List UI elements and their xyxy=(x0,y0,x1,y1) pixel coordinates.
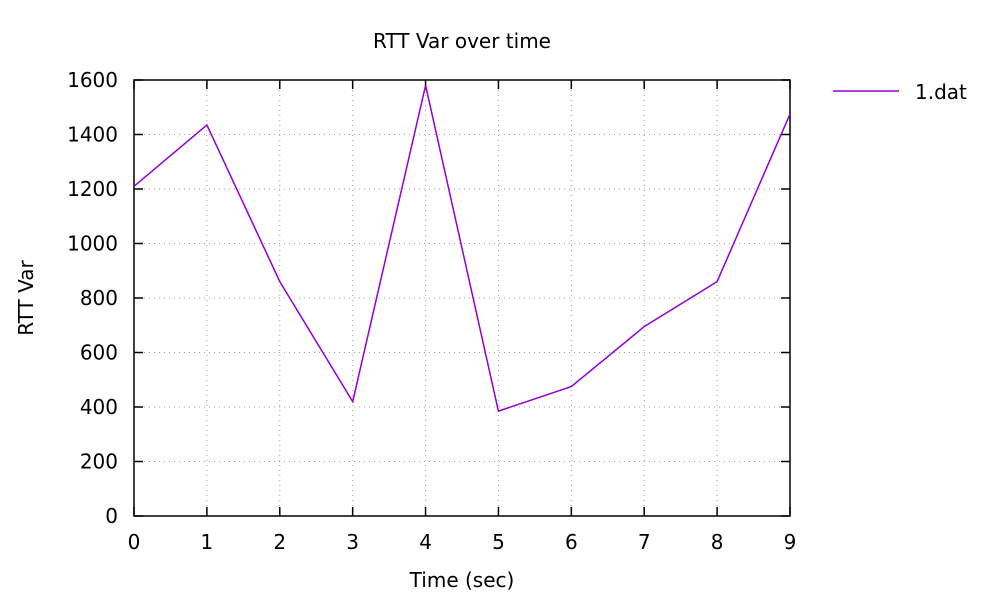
x-tick-label-7: 7 xyxy=(638,530,651,554)
chart-title: RTT Var over time xyxy=(373,29,551,53)
x-tick-label-2: 2 xyxy=(273,530,286,554)
y-tick-label-0: 0 xyxy=(105,504,118,528)
x-tick-labels: 0 1 2 3 4 5 6 7 8 9 xyxy=(128,530,797,554)
series-layer xyxy=(133,85,791,413)
y-tick-labels: 0 200 400 600 800 1000 1200 1400 1600 xyxy=(67,68,118,528)
legend-label-1-dat: 1.dat xyxy=(915,80,967,104)
y-tick-label-1000: 1000 xyxy=(67,232,118,256)
series-line-0 xyxy=(133,85,791,413)
y-tick-label-800: 800 xyxy=(80,286,118,310)
y-tick-label-1200: 1200 xyxy=(67,177,118,201)
legend: 1.dat xyxy=(833,80,967,104)
x-tick-label-3: 3 xyxy=(346,530,359,554)
x-axis-label: Time (sec) xyxy=(409,568,515,592)
y-tick-label-600: 600 xyxy=(80,341,118,365)
x-tick-label-6: 6 xyxy=(565,530,578,554)
y-tick-label-1600: 1600 xyxy=(67,68,118,92)
x-tick-label-1: 1 xyxy=(201,530,214,554)
y-tick-label-400: 400 xyxy=(80,395,118,419)
x-tick-label-4: 4 xyxy=(419,530,432,554)
x-tick-label-5: 5 xyxy=(492,530,505,554)
y-tick-label-200: 200 xyxy=(80,450,118,474)
y-axis-label: RTT Var xyxy=(14,259,38,335)
x-tick-label-0: 0 xyxy=(128,530,141,554)
x-tick-label-9: 9 xyxy=(784,530,797,554)
x-tick-label-8: 8 xyxy=(711,530,724,554)
y-tick-label-1400: 1400 xyxy=(67,123,118,147)
